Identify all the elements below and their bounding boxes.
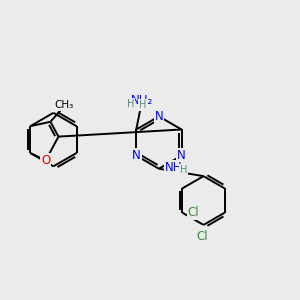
Text: N: N (132, 149, 141, 162)
Text: NH₂: NH₂ (131, 94, 153, 107)
Text: H: H (139, 100, 146, 110)
Text: N: N (154, 110, 163, 123)
Text: H: H (127, 99, 135, 109)
Text: Cl: Cl (196, 230, 208, 243)
Text: NH: NH (165, 160, 182, 174)
Text: Cl: Cl (188, 206, 200, 219)
Text: H: H (180, 165, 187, 175)
Text: O: O (41, 154, 50, 167)
Text: CH₃: CH₃ (54, 100, 74, 110)
Text: N: N (177, 149, 186, 162)
